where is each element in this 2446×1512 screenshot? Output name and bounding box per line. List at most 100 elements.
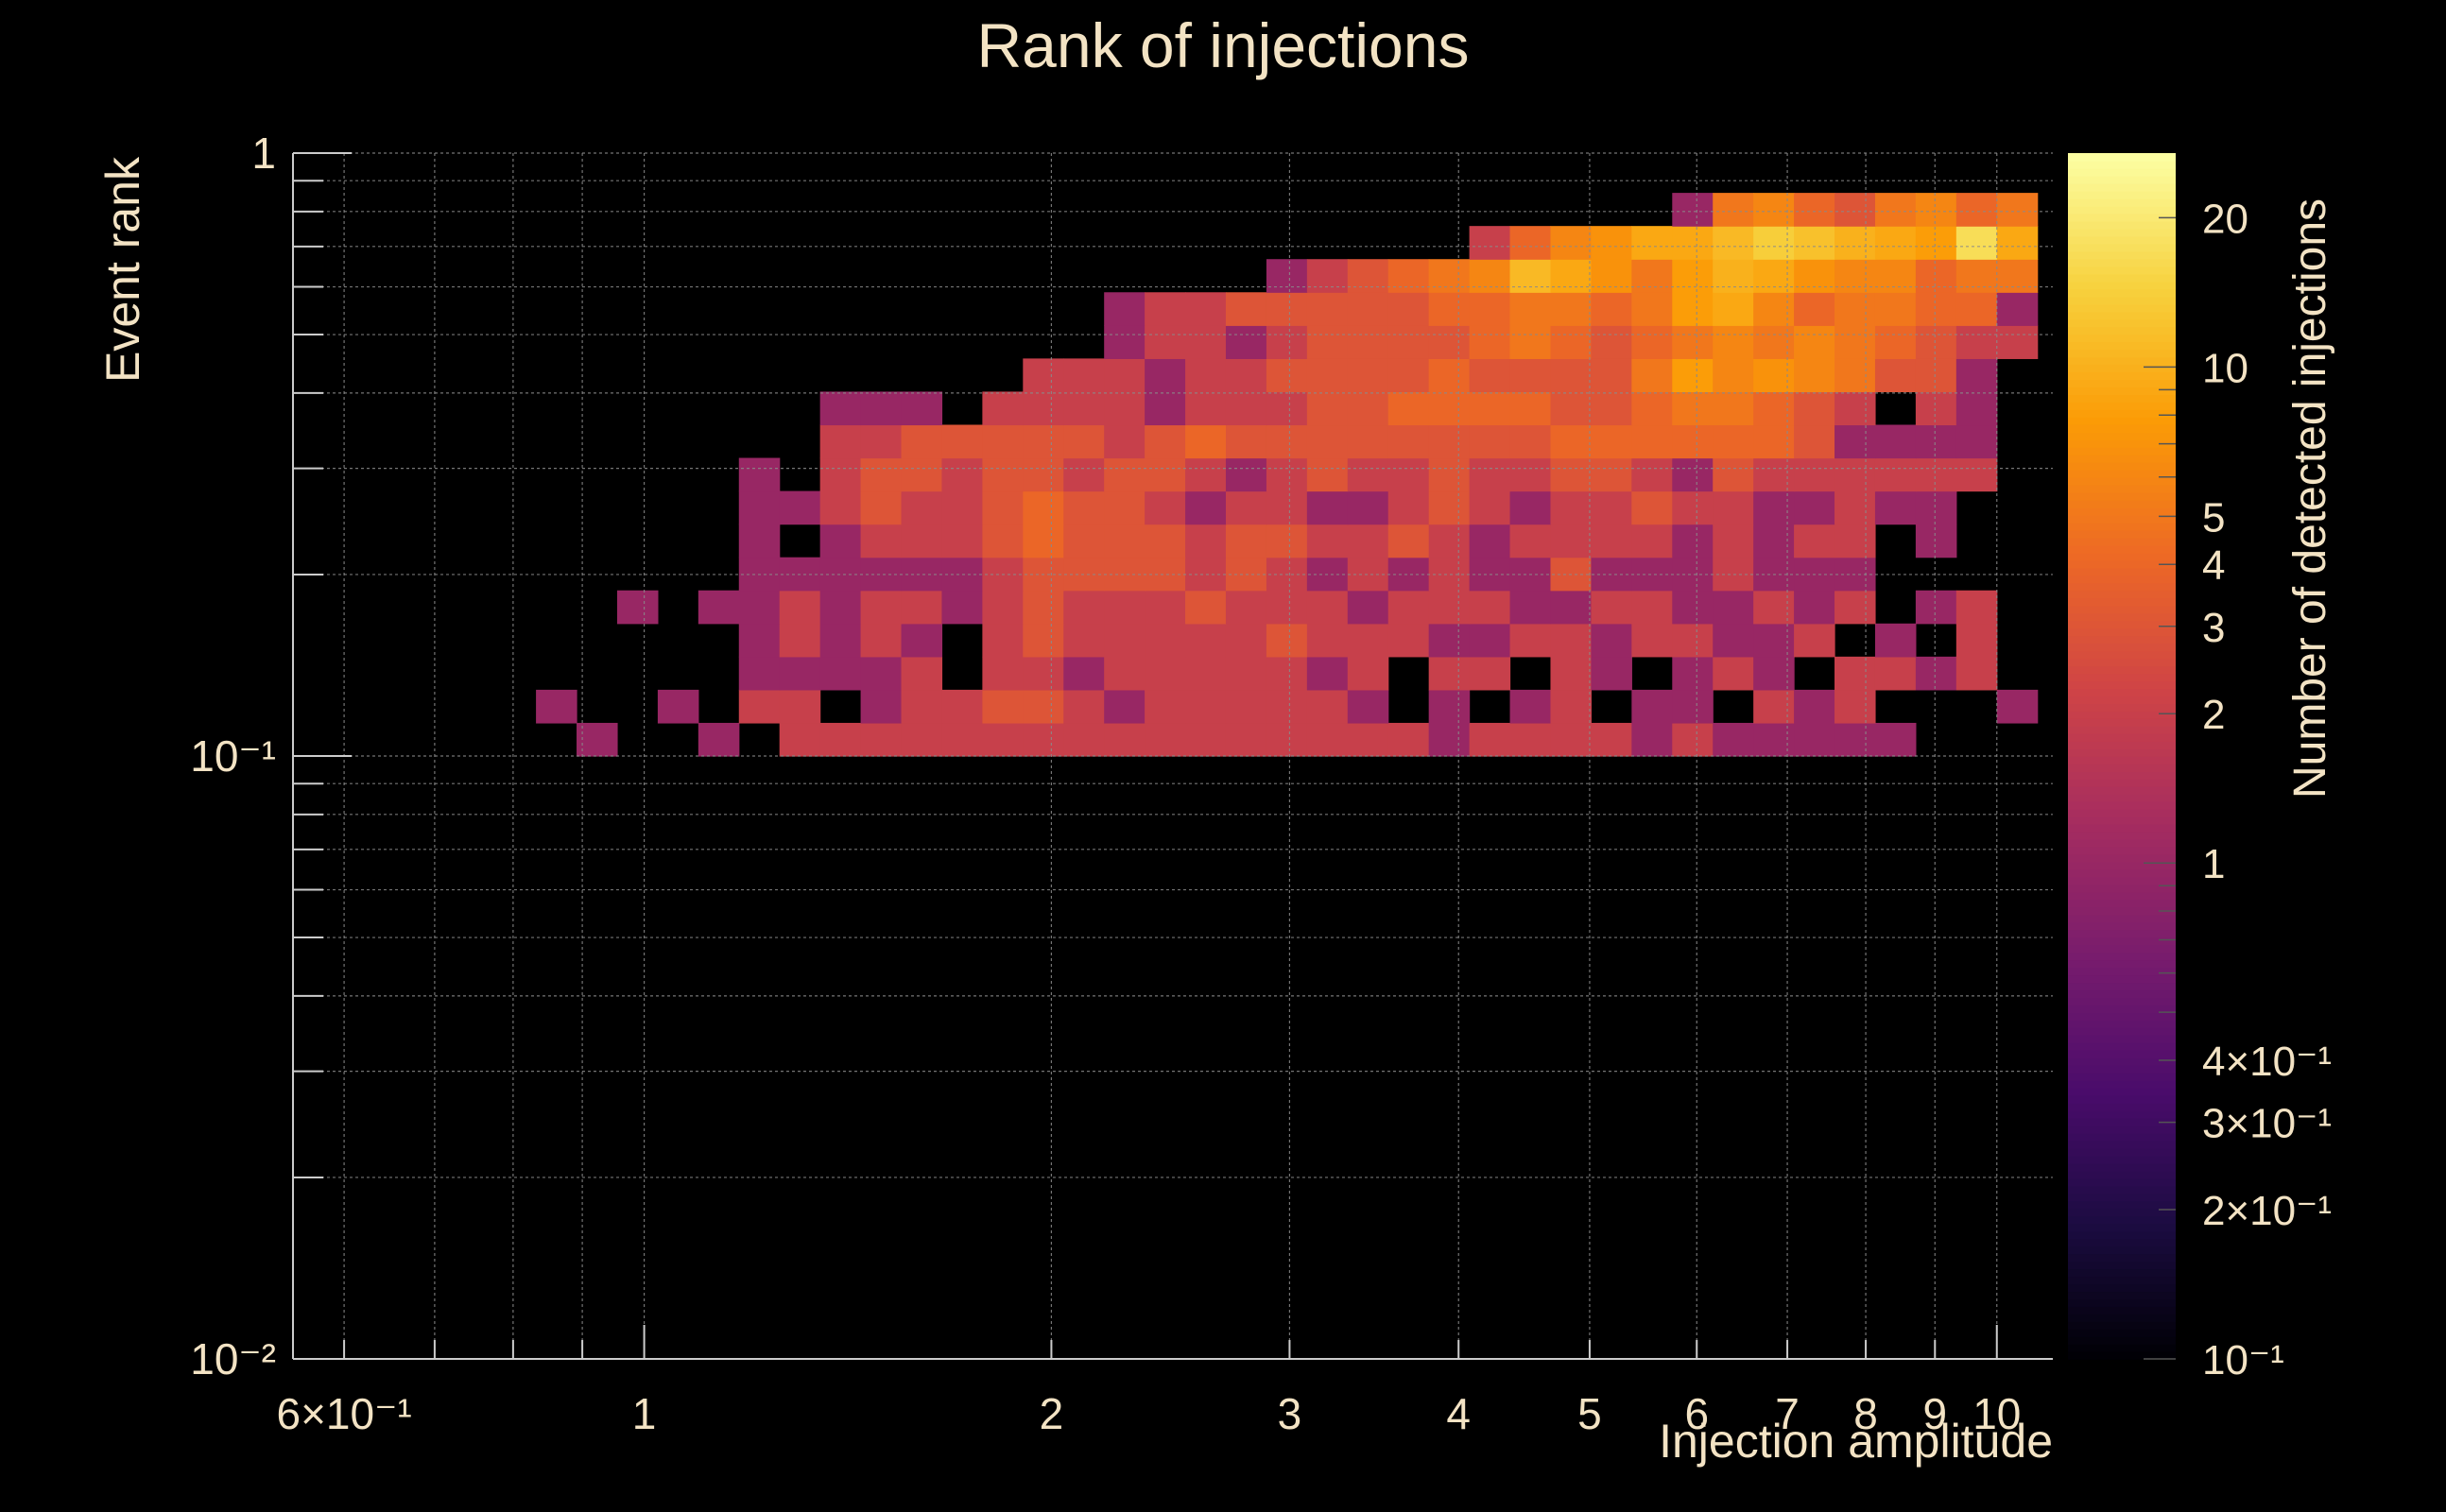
- heatmap-cell: [1023, 524, 1064, 558]
- heatmap-cell: [1794, 292, 1835, 326]
- heatmap-cell: [1469, 623, 1511, 658]
- heatmap-cell: [1145, 424, 1186, 459]
- heatmap-cell: [1428, 623, 1471, 658]
- colorbar-segment: [2068, 1246, 2176, 1255]
- colorbar-segment: [2068, 432, 2176, 440]
- heatmap-cell: [1713, 325, 1754, 359]
- heatmap-cell: [1347, 424, 1389, 459]
- x-tick-label: 3: [1278, 1389, 1302, 1438]
- heatmap-cell: [1347, 524, 1389, 558]
- heatmap-cell: [1794, 226, 1835, 260]
- heatmap-cell: [1063, 689, 1105, 724]
- heatmap-cell: [1266, 524, 1308, 558]
- heatmap-cell: [1591, 391, 1632, 426]
- heatmap-cell: [1266, 590, 1308, 625]
- heatmap-cell: [941, 457, 983, 492]
- heatmap-cell: [1225, 490, 1267, 525]
- heatmap-cell: [1753, 325, 1795, 359]
- heatmap-cell: [1469, 524, 1511, 558]
- heatmap-cell: [1185, 490, 1227, 525]
- heatmap-cell: [901, 524, 943, 558]
- heatmap-cell: [982, 490, 1024, 525]
- heatmap-cell: [1225, 457, 1267, 492]
- heatmap-cell: [1591, 457, 1632, 492]
- heatmap-cell: [1063, 391, 1105, 426]
- heatmap-cell: [1469, 590, 1511, 625]
- colorbar-segment: [2068, 1336, 2176, 1345]
- heatmap-cell: [1874, 259, 1917, 293]
- heatmap-cell: [1104, 689, 1145, 724]
- heatmap-cell: [1874, 623, 1917, 658]
- heatmap-cell: [616, 590, 659, 625]
- heatmap-cell: [1509, 490, 1552, 525]
- colorbar-segment: [2068, 567, 2176, 576]
- heatmap-cell: [1306, 524, 1349, 558]
- colorbar-segment: [2068, 982, 2176, 991]
- heatmap-cell: [1387, 490, 1430, 525]
- colorbar-segment: [2068, 1027, 2176, 1036]
- heatmap-cell: [1347, 590, 1389, 625]
- heatmap-cell: [1794, 689, 1835, 724]
- heatmap-cell: [1509, 391, 1552, 426]
- heatmap-cell: [1834, 722, 1876, 757]
- heatmap-cell: [1023, 689, 1064, 724]
- heatmap-cell: [738, 490, 781, 525]
- heatmap-cell: [1509, 358, 1552, 393]
- heatmap-cell: [1145, 590, 1186, 625]
- heatmap-cell: [1347, 722, 1389, 757]
- heatmap-cell: [1996, 689, 2039, 724]
- colorbar-segment: [2068, 1351, 2176, 1360]
- heatmap-cell: [1550, 689, 1593, 724]
- heatmap-cell: [1266, 490, 1308, 525]
- colorbar-segment: [2068, 243, 2176, 252]
- heatmap-cell: [1387, 623, 1430, 658]
- heatmap-cell: [1874, 722, 1917, 757]
- heatmap-cell: [1509, 325, 1552, 359]
- heatmap-cell: [1387, 325, 1430, 359]
- colorbar-tick-label: 2: [2202, 692, 2225, 738]
- colorbar-segment: [2068, 748, 2176, 757]
- colorbar-segment: [2068, 402, 2176, 410]
- heatmap-cell: [1834, 226, 1876, 260]
- colorbar-segment: [2068, 688, 2176, 696]
- colorbar-segment: [2068, 952, 2176, 961]
- heatmap-cell: [1266, 292, 1308, 326]
- colorbar-segment: [2068, 884, 2176, 893]
- heatmap-cell: [1387, 524, 1430, 558]
- colorbar-segment: [2068, 785, 2176, 795]
- heatmap-cell: [1387, 391, 1430, 426]
- colorbar-segment: [2068, 1102, 2176, 1111]
- heatmap-cell: [1753, 391, 1795, 426]
- heatmap-cell: [1428, 457, 1471, 492]
- heatmap-cell: [1387, 590, 1430, 625]
- colorbar-segment: [2068, 1185, 2176, 1194]
- heatmap-cell: [1104, 391, 1145, 426]
- heatmap-cell: [1469, 722, 1511, 757]
- heatmap-cell: [1753, 292, 1795, 326]
- heatmap-cell: [1023, 722, 1064, 757]
- heatmap-cell: [1104, 325, 1145, 359]
- heatmap-cell: [1428, 391, 1471, 426]
- colorbar-segment: [2068, 349, 2176, 358]
- colorbar-segment: [2068, 364, 2176, 373]
- colorbar-tick-label: 10: [2202, 345, 2248, 391]
- heatmap-cell: [1753, 193, 1795, 227]
- heatmap-cell: [779, 656, 821, 691]
- colorbar-tick-label: 3×10⁻¹: [2202, 1101, 2332, 1147]
- axes: [292, 152, 2053, 1360]
- colorbar-segment: [2068, 1155, 2176, 1164]
- colorbar-segment: [2068, 800, 2176, 810]
- colorbar-segment: [2068, 1125, 2176, 1134]
- heatmap-cell: [860, 689, 903, 724]
- heatmap-cell: [1996, 292, 2039, 326]
- heatmap-cell: [1509, 259, 1552, 293]
- heatmap-cell: [1306, 391, 1349, 426]
- colorbar-segment: [2068, 612, 2176, 622]
- heatmap-cell: [1469, 325, 1511, 359]
- heatmap-cell: [1753, 457, 1795, 492]
- heatmap-cell: [1631, 325, 1673, 359]
- heatmap-cell: [982, 524, 1024, 558]
- heatmap-cell: [1387, 259, 1430, 293]
- x-tick-label: 2: [1040, 1389, 1064, 1438]
- heatmap-cell: [1672, 358, 1714, 393]
